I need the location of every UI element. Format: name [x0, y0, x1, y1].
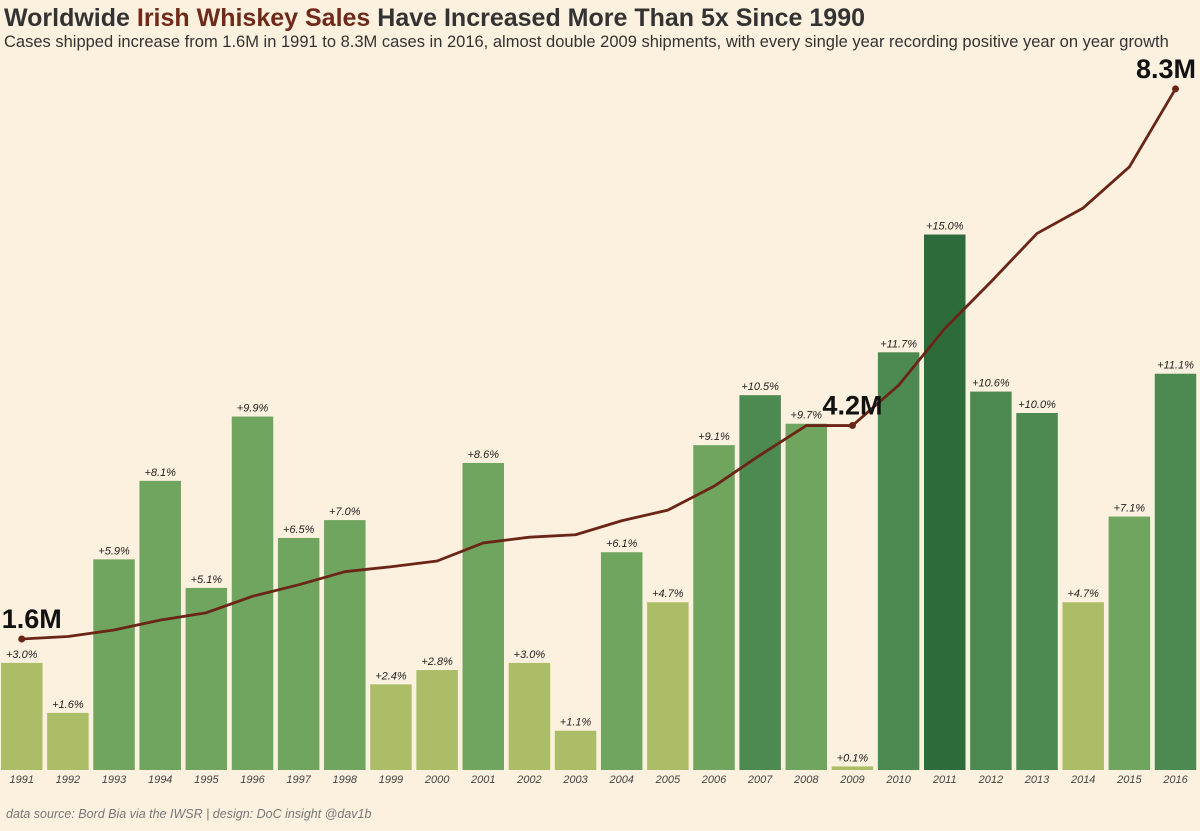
year-label-1999: 1999 — [379, 774, 403, 786]
bar-2001 — [462, 462, 504, 770]
bar-2003 — [554, 730, 597, 770]
chart-subtitle: Cases shipped increase from 1.6M in 1991… — [4, 33, 1169, 51]
bar-2014 — [1062, 602, 1104, 770]
bar-2009 — [831, 766, 874, 770]
bar-2011 — [924, 234, 966, 770]
year-label-2015: 2015 — [1116, 774, 1142, 786]
year-label-2006: 2006 — [701, 774, 727, 786]
bar-2002 — [508, 662, 551, 770]
pct-label-2009: +0.1% — [837, 752, 869, 764]
bar-2013 — [1016, 413, 1058, 770]
pct-label-1999: +2.4% — [375, 670, 407, 682]
title-highlight: Irish Whiskey Sales — [136, 4, 371, 32]
pct-label-2004: +6.1% — [606, 538, 638, 550]
year-label-2000: 2000 — [424, 774, 450, 786]
year-label-2011: 2011 — [932, 774, 957, 786]
pct-label-2001: +8.6% — [468, 449, 500, 461]
pct-label-2005: +4.7% — [652, 588, 684, 600]
pct-label-1992: +1.6% — [52, 699, 84, 711]
year-label-2014: 2014 — [1070, 774, 1095, 786]
pct-label-2008: +9.7% — [791, 410, 823, 422]
year-label-2003: 2003 — [562, 774, 588, 786]
pct-label-1991: +3.0% — [6, 649, 38, 661]
bars-group — [1, 234, 1197, 770]
percent-labels-group: +3.0% +1.6% +5.9% +8.1% +5.1% +9.9% +6.5% +7.0%… — [6, 221, 1194, 765]
bar-2012 — [970, 391, 1012, 770]
year-label-2013: 2013 — [1024, 774, 1050, 786]
pct-label-2015: +7.1% — [1114, 503, 1146, 515]
pct-label-2012: +10.6% — [972, 378, 1010, 390]
bar-2015 — [1108, 516, 1151, 770]
bar-1998 — [324, 520, 366, 770]
chart-title: Worldwide Irish Whiskey Sales Have Incre… — [4, 4, 865, 33]
year-label-1995: 1995 — [194, 774, 219, 786]
bar-2007 — [739, 395, 781, 770]
bar-1992 — [47, 712, 89, 770]
bar-1991 — [1, 662, 43, 770]
year-label-1991: 1991 — [10, 774, 34, 786]
annotations-group: 1.6M 4.2M 8.3M — [2, 54, 1196, 643]
annotation-1991: 1.6M — [2, 604, 62, 634]
pct-label-1993: +5.9% — [98, 545, 130, 557]
data-source-footer: data source: Bord Bia via the IWSR | des… — [6, 807, 372, 821]
bar-2006 — [693, 445, 735, 770]
bar-1997 — [277, 537, 320, 770]
year-label-1996: 1996 — [240, 774, 265, 786]
title-part-1: Worldwide — [4, 4, 137, 32]
pct-label-2011: +15.0% — [926, 221, 964, 233]
year-label-2001: 2001 — [470, 774, 495, 786]
cases-line-group — [21, 88, 1177, 641]
pct-label-1995: +5.1% — [191, 574, 223, 586]
year-label-2005: 2005 — [655, 774, 681, 786]
bar-1999 — [370, 684, 412, 770]
pct-label-1996: +9.9% — [237, 403, 269, 415]
year-label-2004: 2004 — [608, 774, 633, 786]
bar-1994 — [139, 480, 181, 770]
pct-label-1998: +7.0% — [329, 506, 361, 518]
pct-label-2007: +10.5% — [741, 381, 779, 393]
bar-2008 — [785, 423, 828, 770]
pct-label-1994: +8.1% — [144, 467, 176, 479]
pct-label-2014: +4.7% — [1067, 588, 1099, 600]
pct-label-2006: +9.1% — [698, 431, 730, 443]
year-label-1994: 1994 — [148, 774, 172, 786]
year-labels-group: 1991 1992 1993 1994 1995 1996 1997 1998 1999 2000… — [10, 774, 1189, 786]
year-label-1997: 1997 — [286, 774, 311, 786]
bar-2016 — [1154, 373, 1197, 770]
marker-2009 — [848, 422, 856, 430]
marker-2016 — [1172, 85, 1179, 93]
bar-2004 — [600, 552, 643, 770]
marker-1991 — [18, 635, 26, 643]
pct-label-2000: +2.8% — [421, 656, 453, 668]
pct-label-2002: +3.0% — [514, 649, 546, 661]
pct-label-2010: +11.7% — [880, 338, 917, 350]
pct-label-2016: +11.1% — [1157, 360, 1194, 372]
cases-line — [21, 88, 1177, 641]
annotation-2009: 4.2M — [822, 391, 882, 421]
year-label-1992: 1992 — [56, 774, 80, 786]
annotation-2016: 8.3M — [1136, 54, 1196, 84]
bar-1993 — [93, 559, 135, 770]
year-label-2007: 2007 — [747, 774, 773, 786]
title-part-2: Have Increased More Than 5x Since 1990 — [370, 4, 866, 32]
year-label-2016: 2016 — [1162, 774, 1188, 786]
year-label-2010: 2010 — [885, 774, 911, 786]
bar-2010 — [877, 352, 920, 770]
year-label-2008: 2008 — [793, 774, 819, 786]
bar-1995 — [185, 587, 228, 770]
year-label-1993: 1993 — [102, 774, 127, 786]
bar-2005 — [647, 602, 689, 770]
year-label-2012: 2012 — [978, 774, 1003, 786]
pct-label-1997: +6.5% — [283, 524, 315, 536]
year-label-2009: 2009 — [839, 774, 864, 786]
pct-label-2013: +10.0% — [1018, 399, 1056, 411]
year-label-1998: 1998 — [333, 774, 358, 786]
year-label-2002: 2002 — [516, 774, 541, 786]
bar-2000 — [416, 670, 458, 770]
pct-label-2003: +1.1% — [560, 717, 592, 729]
